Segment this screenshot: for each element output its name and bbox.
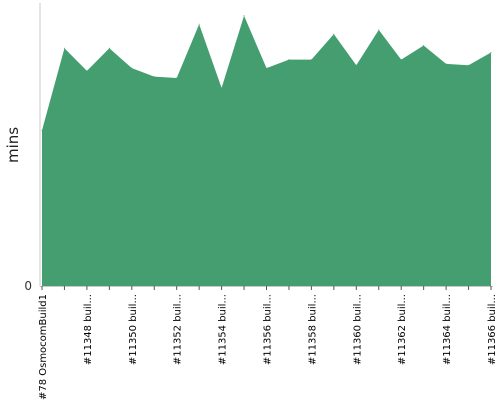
data-point [355,64,357,66]
data-point [445,63,447,65]
data-point [63,47,65,49]
area-series [42,15,491,287]
x-tick-label: #11356 buil... [263,294,274,365]
plot-area [41,15,492,287]
x-tick-label: #11352 buil... [173,294,184,365]
x-tick-label: #11366 buil... [487,294,498,365]
y-axis-title: mins [4,127,22,163]
data-point [153,76,155,78]
x-tick-label: #78 OsmocomBuild1 [38,294,49,400]
data-point [266,67,267,69]
data-point [400,59,402,61]
x-tick-label: #11358 buil... [307,294,318,365]
x-tick-label: #11360 buil... [352,294,363,365]
data-point [198,23,200,25]
data-point [378,29,380,31]
x-tick-label: #11348 buil... [83,294,94,365]
data-point [288,59,290,61]
x-tick-label: #11362 buil... [397,294,408,365]
x-tick-label: #11354 buil... [218,294,229,365]
data-point [423,44,425,46]
data-point [176,77,178,79]
x-tick-label: #11364 buil... [442,294,453,365]
y-axis-labels: 0 [24,279,32,293]
data-point [108,47,110,49]
y-tick-label: 0 [24,279,32,293]
data-point [41,129,43,131]
data-point [490,52,492,54]
data-point [243,15,245,17]
data-point [221,87,223,89]
data-point [86,70,88,72]
data-point [131,67,133,69]
x-axis-ticks [41,286,492,290]
x-tick-label: #11350 buil... [128,294,139,365]
x-axis-labels: #78 OsmocomBuild1 #11348 buil... #11350 bu… [38,294,498,400]
data-point [333,33,335,35]
data-point [468,64,470,66]
data-point [310,59,312,61]
